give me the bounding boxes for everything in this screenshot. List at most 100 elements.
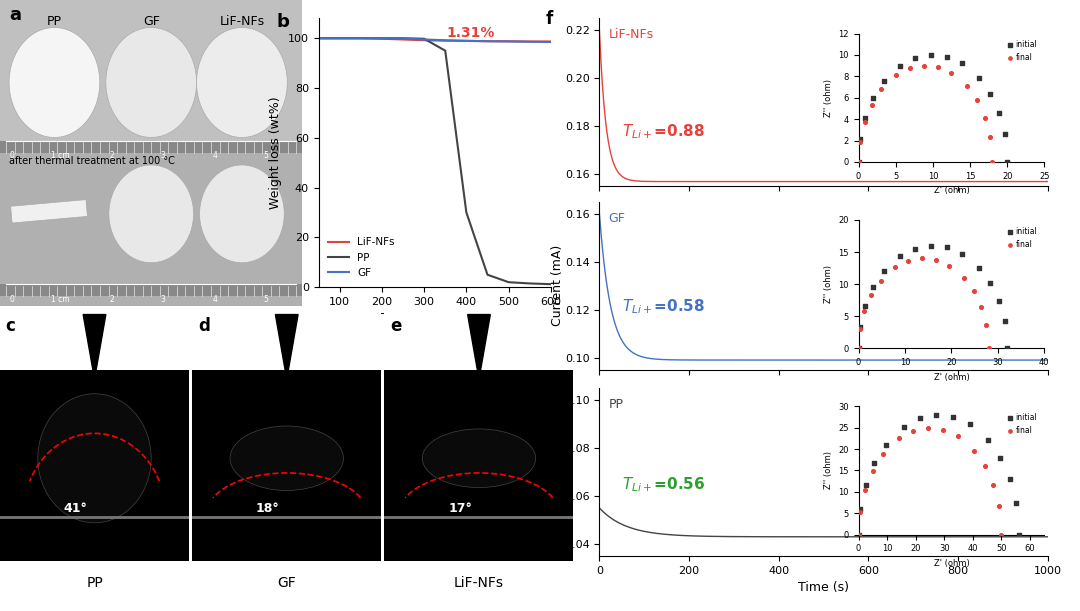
- final: [966, 445, 983, 455]
- final: [980, 343, 997, 353]
- Ellipse shape: [197, 27, 287, 137]
- initial: [892, 61, 909, 71]
- initial: [999, 157, 1016, 167]
- initial: [945, 412, 962, 422]
- final: [943, 68, 960, 78]
- initial: [892, 251, 909, 261]
- Legend: initial, final: initial, final: [1002, 410, 1040, 438]
- Ellipse shape: [422, 429, 536, 488]
- Bar: [11, 200, 87, 223]
- initial: [990, 108, 1008, 117]
- final: [855, 306, 873, 316]
- final: [966, 286, 983, 296]
- initial: [865, 93, 882, 103]
- initial: [939, 243, 956, 252]
- initial: [850, 157, 867, 167]
- initial: [850, 530, 867, 540]
- Text: 18°: 18°: [256, 502, 280, 514]
- initial: [954, 59, 971, 68]
- initial: [850, 343, 867, 353]
- final: [851, 137, 868, 147]
- Ellipse shape: [230, 426, 343, 491]
- Text: 0: 0: [10, 151, 14, 160]
- initial: [912, 414, 929, 423]
- final: [873, 84, 890, 94]
- Text: 2: 2: [109, 151, 114, 160]
- Text: 5: 5: [264, 151, 269, 160]
- final: [901, 64, 918, 73]
- Text: 3: 3: [161, 295, 165, 304]
- initial: [1010, 530, 1027, 540]
- Text: 5: 5: [264, 295, 269, 304]
- Bar: [0, 153, 302, 306]
- initial: [928, 410, 945, 420]
- initial: [852, 134, 869, 144]
- final: [985, 480, 1002, 490]
- final: [850, 530, 867, 540]
- Legend: LiF-NFs, PP, GF: LiF-NFs, PP, GF: [324, 233, 399, 282]
- final: [993, 530, 1010, 540]
- Bar: [192, 370, 381, 561]
- Text: 17°: 17°: [448, 502, 472, 514]
- initial: [996, 129, 1013, 139]
- Text: GF: GF: [278, 576, 296, 590]
- X-axis label: Z' (ohm): Z' (ohm): [933, 373, 970, 381]
- final: [977, 320, 995, 329]
- Bar: [0, 370, 189, 561]
- final: [873, 276, 890, 285]
- final: [887, 263, 904, 273]
- Text: 1 cm: 1 cm: [51, 151, 70, 160]
- final: [900, 256, 917, 266]
- Ellipse shape: [38, 393, 151, 523]
- final: [976, 461, 994, 471]
- Legend: initial, final: initial, final: [1002, 224, 1040, 252]
- Text: 3: 3: [161, 151, 165, 160]
- Text: d: d: [198, 318, 210, 335]
- final: [927, 255, 944, 265]
- Text: GF: GF: [143, 15, 160, 28]
- final: [982, 132, 999, 142]
- initial: [999, 343, 1016, 353]
- final: [969, 95, 986, 105]
- Text: 41°: 41°: [64, 502, 87, 514]
- X-axis label: Temperature (°C): Temperature (°C): [380, 312, 489, 326]
- final: [919, 423, 936, 433]
- Text: PP: PP: [86, 576, 103, 590]
- Y-axis label: Current (mA): Current (mA): [551, 245, 564, 326]
- initial: [856, 301, 874, 311]
- Text: f: f: [545, 10, 553, 28]
- Text: 0: 0: [10, 295, 14, 304]
- Ellipse shape: [106, 27, 197, 137]
- Y-axis label: Z'' (ohm): Z'' (ohm): [824, 265, 833, 303]
- X-axis label: Z' (ohm): Z' (ohm): [933, 559, 970, 568]
- X-axis label: Time (s): Time (s): [798, 581, 849, 595]
- initial: [922, 241, 940, 251]
- initial: [866, 458, 883, 468]
- final: [990, 502, 1008, 511]
- Text: LiF-NFs: LiF-NFs: [608, 29, 653, 42]
- Text: e: e: [390, 318, 402, 335]
- Text: $T_{Li+}$=0.58: $T_{Li+}$=0.58: [622, 297, 705, 315]
- final: [984, 157, 1001, 167]
- Y-axis label: Z'' (ohm): Z'' (ohm): [824, 79, 833, 117]
- final: [955, 273, 972, 282]
- Text: GF: GF: [608, 212, 625, 225]
- initial: [990, 296, 1008, 306]
- final: [890, 434, 907, 444]
- initial: [961, 419, 978, 429]
- final: [934, 425, 951, 434]
- final: [850, 157, 867, 167]
- final: [856, 117, 874, 127]
- Ellipse shape: [109, 165, 193, 263]
- Ellipse shape: [9, 27, 99, 137]
- final: [863, 290, 880, 299]
- final: [875, 449, 892, 459]
- Text: 1 cm: 1 cm: [51, 295, 70, 304]
- initial: [954, 249, 971, 258]
- Y-axis label: Z'' (ohm): Z'' (ohm): [824, 452, 833, 489]
- Text: LiF-NFs: LiF-NFs: [454, 576, 504, 590]
- initial: [922, 50, 940, 60]
- initial: [939, 52, 956, 62]
- final: [863, 100, 880, 109]
- initial: [982, 278, 999, 288]
